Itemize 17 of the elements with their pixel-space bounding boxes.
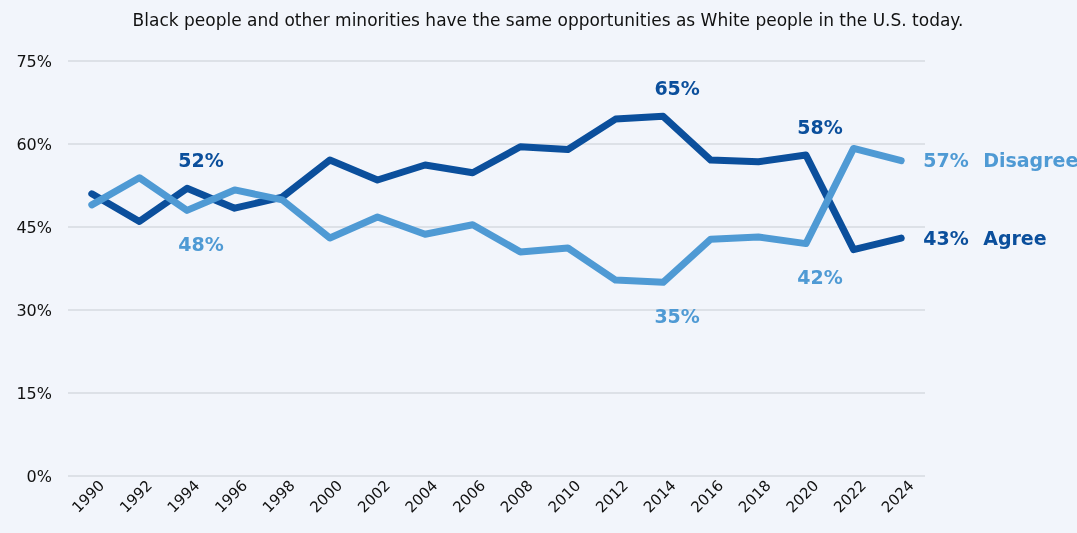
- y-tick-label: 45%: [16, 217, 52, 237]
- y-tick-label: 0%: [26, 466, 52, 486]
- data-label: 52%: [178, 148, 224, 171]
- y-tick-label: 60%: [16, 134, 52, 154]
- data-label: 57%: [923, 149, 969, 172]
- y-tick-label: 75%: [16, 51, 52, 71]
- data-label: 43%: [923, 226, 969, 249]
- data-label: 42%: [797, 266, 843, 289]
- text: Agree: [983, 226, 1047, 249]
- chart-title: Black people and other minorities have the same opportunities as White people in the U.S. today.: [132, 10, 964, 30]
- data-label: 65%: [654, 76, 700, 99]
- y-tick-label: 30%: [16, 300, 52, 320]
- data-label: 48%: [178, 233, 224, 256]
- data-label: 35%: [654, 304, 700, 327]
- data-label: 58%: [797, 115, 843, 138]
- text: Disagree: [983, 149, 1077, 172]
- y-tick-label: 15%: [16, 383, 52, 403]
